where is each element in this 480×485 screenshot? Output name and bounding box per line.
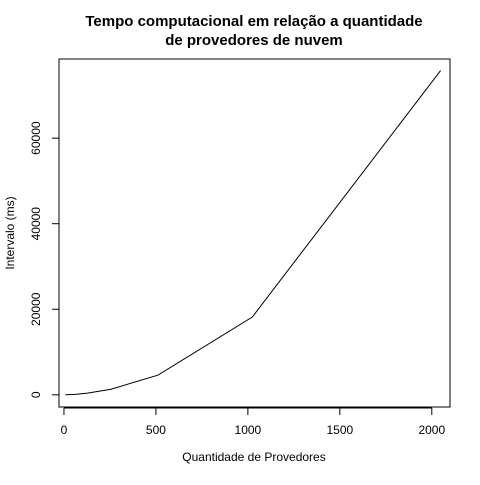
y-tick-label: 60000 bbox=[29, 121, 43, 155]
x-tick-label: 1500 bbox=[326, 423, 353, 437]
chart-title-line-2: de provedores de nuvem bbox=[165, 32, 343, 49]
plot-frame bbox=[58, 58, 451, 408]
y-axis: 0 20000 40000 60000 bbox=[29, 121, 60, 398]
y-tick-label: 40000 bbox=[29, 207, 43, 241]
x-axis: 0 500 1000 1500 2000 bbox=[61, 407, 445, 437]
y-tick-label: 0 bbox=[29, 391, 43, 398]
y-tick-label: 20000 bbox=[29, 292, 43, 326]
x-tick-label: 2000 bbox=[418, 423, 445, 437]
x-tick-label: 1000 bbox=[235, 423, 262, 437]
series-line bbox=[65, 70, 441, 396]
x-axis-label: Quantidade de Provedores bbox=[182, 450, 325, 464]
y-axis-label: Intervalo (ms) bbox=[3, 196, 17, 269]
x-tick-label: 500 bbox=[146, 423, 166, 437]
x-tick-label: 0 bbox=[61, 423, 68, 437]
series-layer bbox=[65, 70, 441, 396]
chart-title-line-1: Tempo computacional em relação a quantid… bbox=[85, 13, 422, 30]
